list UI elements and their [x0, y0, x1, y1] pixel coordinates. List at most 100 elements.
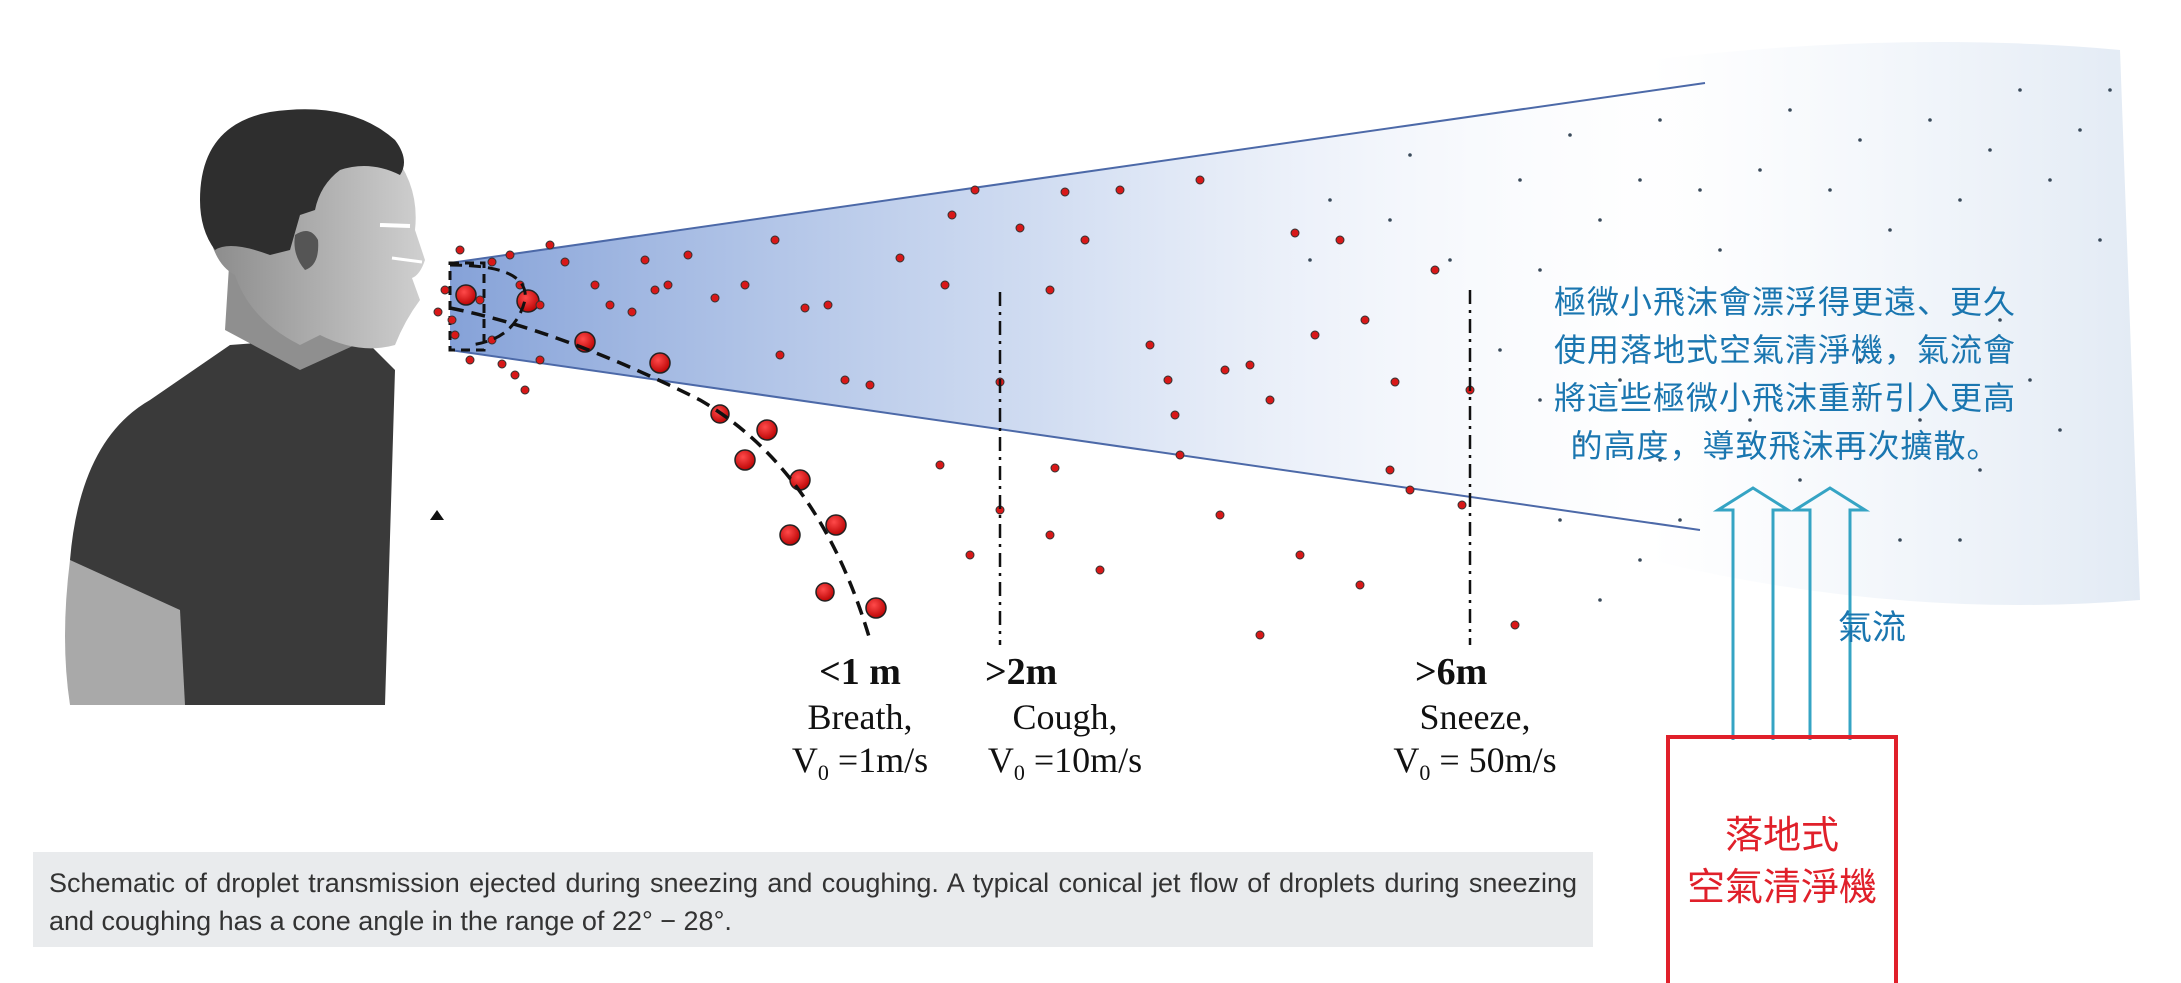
droplet-tiny [2048, 178, 2052, 182]
mouth-arc [449, 263, 527, 347]
droplet-tiny [1978, 468, 1982, 472]
person-silhouette [65, 109, 425, 705]
droplet-tiny [1598, 218, 1602, 222]
droplet-tiny [1568, 133, 1572, 137]
kind-cough: Cough, [1012, 696, 1118, 737]
droplet-tiny [1698, 348, 1702, 352]
droplet-tiny [1538, 398, 1542, 402]
droplet-small [1080, 235, 1090, 245]
droplet-large [779, 524, 801, 546]
droplet-small [1163, 375, 1173, 385]
droplet-small [1405, 485, 1415, 495]
droplet-tiny [1618, 378, 1622, 382]
droplet-tiny [1748, 418, 1752, 422]
droplet-tiny [1918, 418, 1922, 422]
droplet-tiny [1798, 478, 1802, 482]
droplet-tiny [2018, 88, 2022, 92]
trajectory-curve [449, 306, 872, 641]
droplet-small [1255, 630, 1265, 640]
droplet-tiny [1858, 138, 1862, 142]
droplet-small [1015, 223, 1025, 233]
distance-breath: <1 m [819, 651, 901, 693]
droplet-large [815, 582, 835, 602]
droplet-tiny [1308, 258, 1312, 262]
droplet-tiny [1408, 153, 1412, 157]
droplet-tiny [1678, 518, 1682, 522]
droplet-tiny [1658, 458, 1662, 462]
droplet-small [1385, 465, 1395, 475]
droplet-tiny [1698, 188, 1702, 192]
purifier-label: 落地式 空氣清淨機 [1670, 809, 1894, 913]
droplet-small [1430, 265, 1440, 275]
cone-edge-top [449, 82, 1706, 264]
droplet-large [734, 449, 756, 471]
distance-cough: >2m [985, 651, 1058, 693]
droplet-small [865, 380, 875, 390]
droplet-small [1310, 330, 1320, 340]
haze-region [1650, 42, 2140, 605]
droplet-tiny [1898, 538, 1902, 542]
droplet-small [535, 300, 545, 310]
droplet-small [663, 280, 673, 290]
droplet-small [1145, 340, 1155, 350]
droplet-small [1175, 450, 1185, 460]
droplet-small [497, 359, 507, 369]
droplet-small [487, 257, 497, 267]
droplet-small [1115, 185, 1125, 195]
droplet-tiny [1718, 248, 1722, 252]
label-breath: <1 m Breath, V0 =1m/s [775, 650, 945, 786]
note-line: 將這些極微小飛沫重新引入更高 [1553, 379, 2016, 417]
droplet-small [1195, 175, 1205, 185]
droplet-small [455, 245, 465, 255]
droplet-tiny [1638, 558, 1642, 562]
droplet-large [789, 469, 811, 491]
droplet-tiny [2058, 428, 2062, 432]
droplet-tiny [1958, 198, 1962, 202]
droplet-tiny [2108, 88, 2112, 92]
droplet-tiny [1328, 198, 1332, 202]
droplet-small [947, 210, 957, 220]
droplet-small [965, 550, 975, 560]
droplet-small [1360, 315, 1370, 325]
droplet-large [825, 514, 847, 536]
droplet-tiny [1598, 598, 1602, 602]
droplet-tiny [1638, 178, 1642, 182]
droplet-small [545, 240, 555, 250]
droplet-small [1220, 365, 1230, 375]
droplet-small [627, 307, 637, 317]
droplet-small [560, 257, 570, 267]
droplet-tiny [1988, 148, 1992, 152]
droplet-small [520, 385, 530, 395]
droplet-small [475, 295, 485, 305]
droplet-tiny [1448, 258, 1452, 262]
airflow-arrow-icon [1712, 486, 1871, 740]
droplet-tiny [1578, 438, 1582, 442]
droplet-small [823, 300, 833, 310]
droplet-small [970, 185, 980, 195]
droplet-small [1060, 187, 1070, 197]
droplet-small [447, 315, 457, 325]
droplet-tiny [1758, 168, 1762, 172]
droplet-small [1095, 565, 1105, 575]
droplet-small [465, 355, 475, 365]
droplet-small [510, 370, 520, 380]
spray-cone [450, 83, 1705, 530]
note-line: 使用落地式空氣清淨機，氣流會 [1553, 331, 2016, 369]
label-sneeze: >6m Sneeze, V0 = 50m/s [1370, 650, 1580, 786]
droplet-small [895, 253, 905, 263]
droplet-tiny [2098, 238, 2102, 242]
droplet-large [516, 289, 540, 313]
droplet-small [640, 255, 650, 265]
droplet-small [935, 460, 945, 470]
droplet-small [775, 350, 785, 360]
droplet-small [800, 303, 810, 313]
droplet-tiny [1998, 318, 2002, 322]
purifier-line: 空氣清淨機 [1686, 865, 1877, 909]
note-text: 極微小飛沫會漂浮得更遠、更久 使用落地式空氣清淨機，氣流會 將這些極微小飛沫重新… [1505, 278, 2065, 470]
droplet-tiny [2028, 378, 2032, 382]
mouth-box [448, 261, 486, 352]
droplet-small [840, 375, 850, 385]
droplet-large [865, 597, 887, 619]
note-line: 極微小飛沫會漂浮得更遠、更久 [1553, 283, 2016, 321]
droplet-small [1390, 377, 1400, 387]
